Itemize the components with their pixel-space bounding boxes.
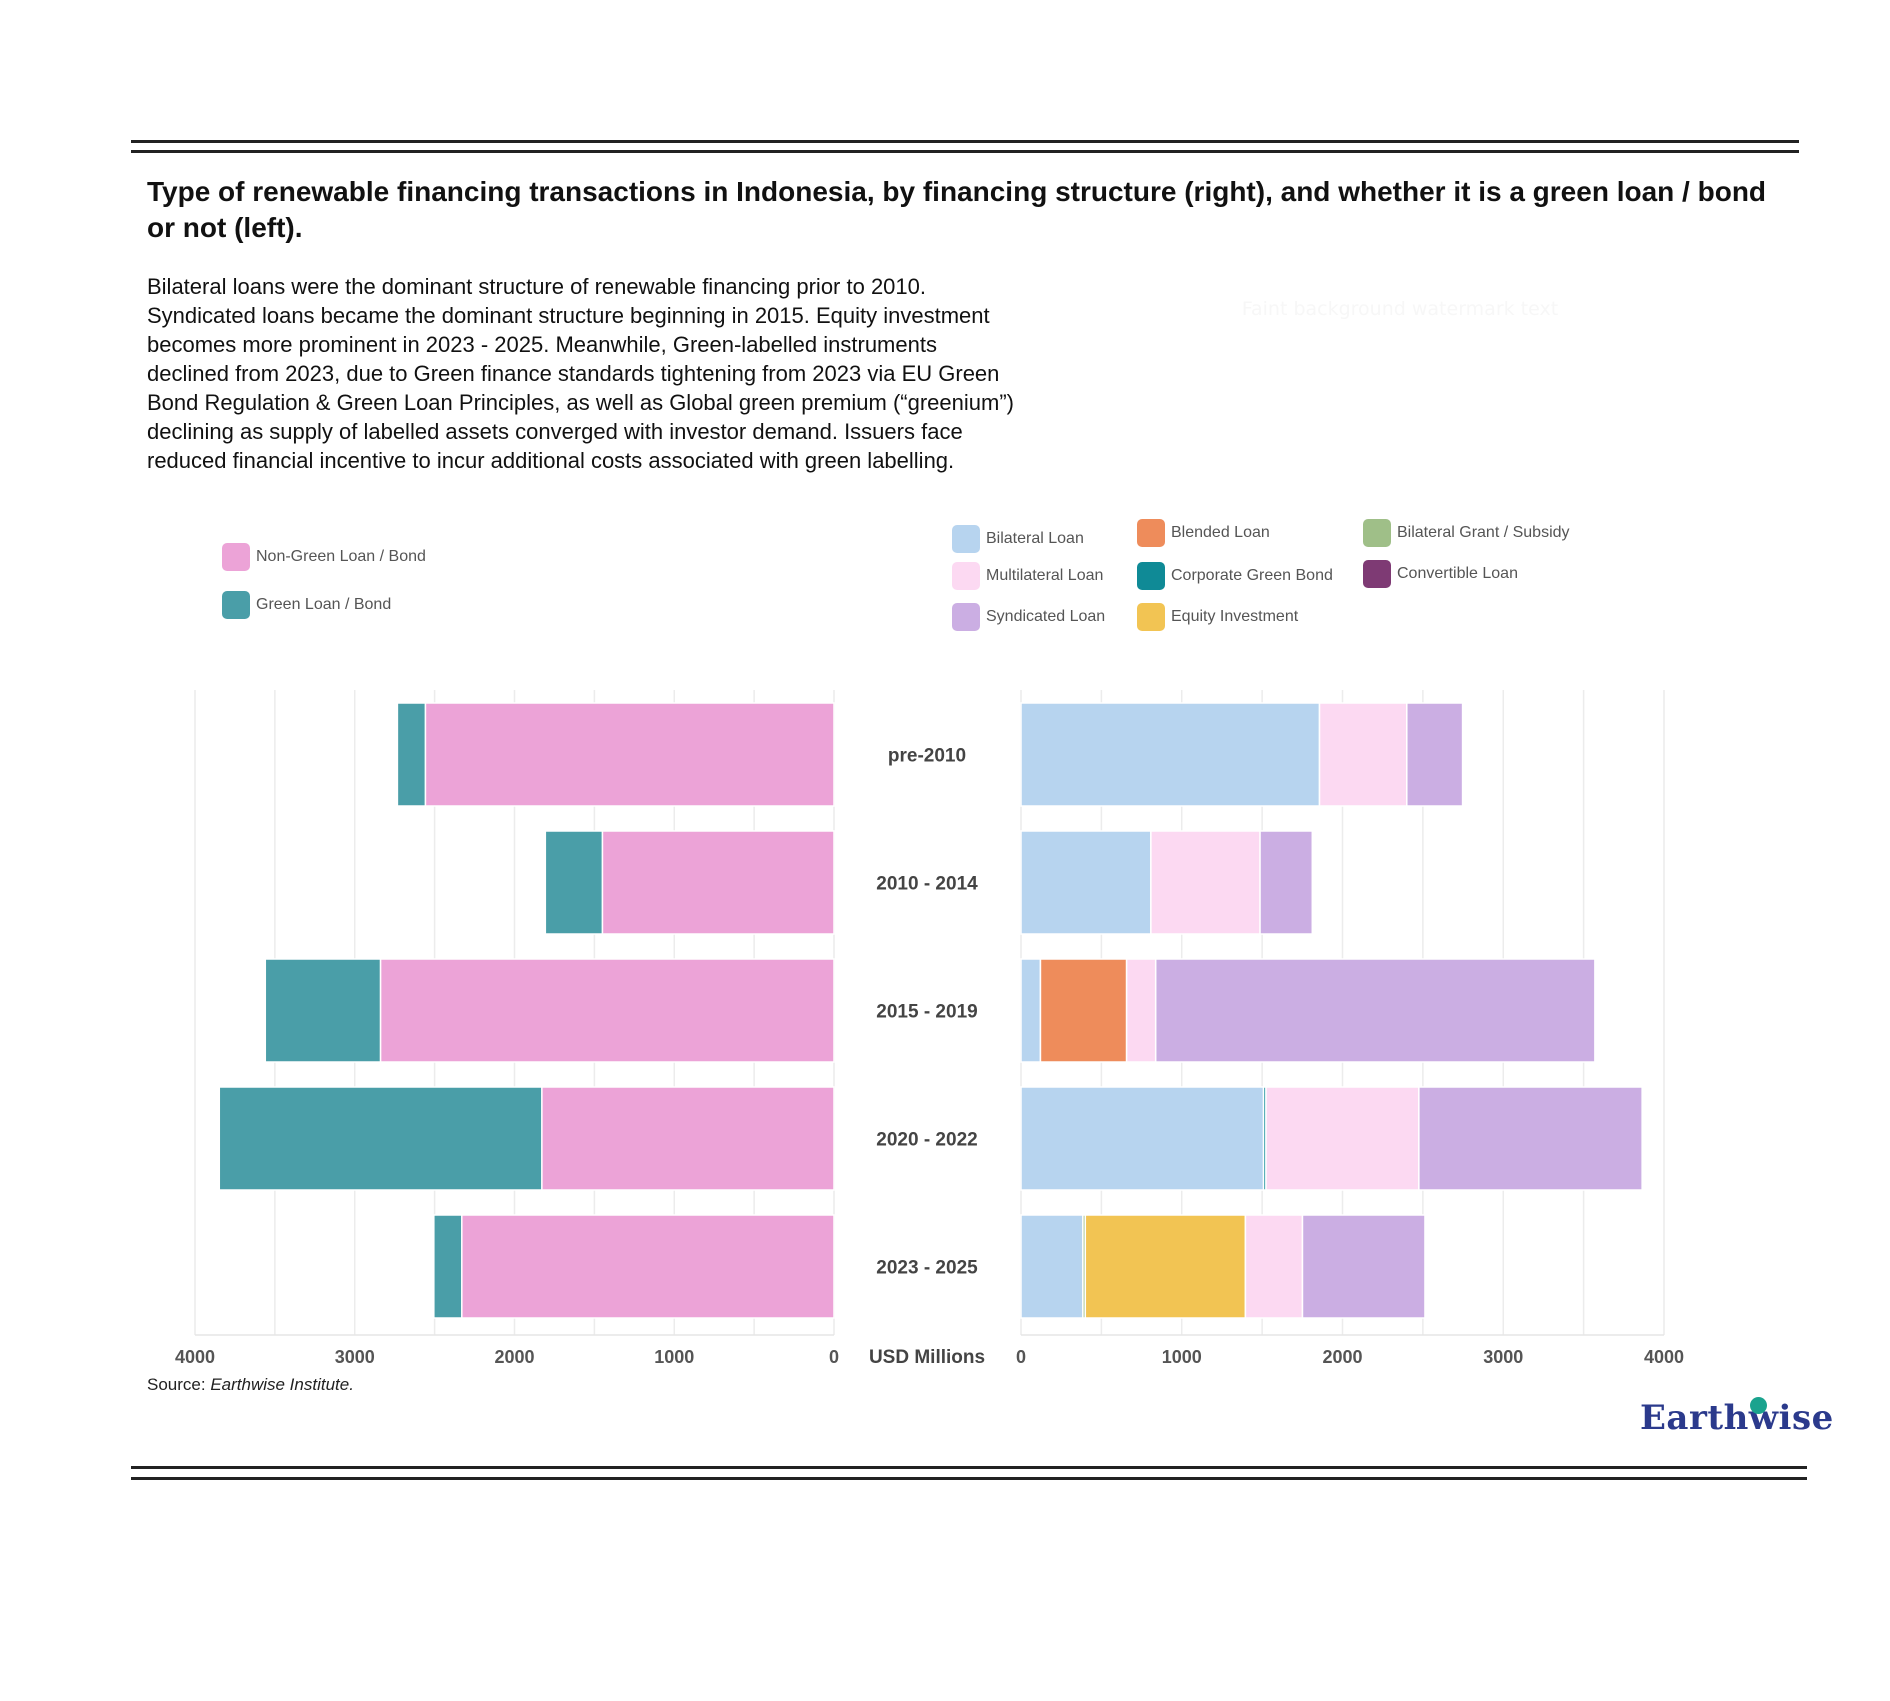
legend-label: Bilateral Grant / Subsidy xyxy=(1397,524,1570,541)
bar-right-multilateral-loan xyxy=(1150,830,1261,935)
legend-label: Syndicated Loan xyxy=(986,608,1106,625)
source-name: Earthwise Institute. xyxy=(210,1375,354,1394)
logo-dot-icon xyxy=(1750,1397,1767,1414)
tick-label-left: 1000 xyxy=(654,1347,694,1367)
chart-description: Bilateral loans were the dominant struct… xyxy=(147,274,1014,473)
legend-swatch xyxy=(1137,603,1165,631)
legend-item: Syndicated Loan xyxy=(952,603,1105,631)
bar-left-green-loan-bond xyxy=(396,702,427,807)
top-rule-1 xyxy=(131,140,1799,143)
watermark: Faint background watermark text xyxy=(1241,298,1559,320)
legend-item: Green Loan / Bond xyxy=(222,591,391,619)
legend-label: Blended Loan xyxy=(1171,524,1270,541)
tick-label-left: 3000 xyxy=(335,1347,375,1367)
legend-label: Green Loan / Bond xyxy=(256,596,392,613)
legend-label: Corporate Green Bond xyxy=(1171,567,1333,584)
bar-right-syndicated-loan xyxy=(1259,830,1314,935)
bottom-rule-2 xyxy=(131,1477,1807,1480)
legend-item: Convertible Loan xyxy=(1363,560,1518,588)
bar-left-non-green-loan-bond xyxy=(379,958,835,1063)
tick-label-right: 3000 xyxy=(1483,1347,1523,1367)
category-label: 2015 - 2019 xyxy=(876,1002,977,1023)
bar-left-green-loan-bond xyxy=(218,1086,543,1191)
category-label: pre-2010 xyxy=(888,746,966,767)
tick-label-left: 4000 xyxy=(175,1347,215,1367)
legend-label: Equity Investment xyxy=(1171,608,1299,625)
legend-swatch xyxy=(952,603,980,631)
bar-right-bilateral-loan xyxy=(1020,958,1042,1063)
legend-item: Blended Loan xyxy=(1137,519,1270,547)
legend-swatch xyxy=(952,525,980,553)
bar-left-non-green-loan-bond xyxy=(541,1086,835,1191)
bar-right-syndicated-loan xyxy=(1301,1214,1426,1319)
bar-left-non-green-loan-bond xyxy=(424,702,835,807)
top-rule-2 xyxy=(131,150,1799,153)
bar-right-equity-investment xyxy=(1084,1214,1247,1319)
legend-swatch xyxy=(1137,562,1165,590)
tick-label-right: 1000 xyxy=(1162,1347,1202,1367)
bar-left-green-loan-bond xyxy=(264,958,382,1063)
bar-right-corporate-green-bond xyxy=(1262,1086,1267,1191)
tick-label-right: 2000 xyxy=(1322,1347,1362,1367)
category-label: 2020 - 2022 xyxy=(876,1130,977,1151)
legend-item: Bilateral Grant / Subsidy xyxy=(1363,519,1570,547)
bar-left-green-loan-bond xyxy=(433,1214,463,1319)
bar-right-blended-loan xyxy=(1039,958,1128,1063)
legend-label: Multilateral Loan xyxy=(986,567,1104,584)
source-note: Source: Earthwise Institute. xyxy=(147,1375,354,1395)
legend-swatch xyxy=(222,543,250,571)
earthwise-logo: Earthwise xyxy=(1640,1398,1834,1438)
legend-label: Bilateral Loan xyxy=(986,530,1084,547)
source-prefix: Source: xyxy=(147,1375,211,1394)
legend-swatch xyxy=(952,562,980,590)
bar-left-non-green-loan-bond xyxy=(601,830,835,935)
legend-swatch xyxy=(1363,560,1391,588)
legend-swatch xyxy=(1137,519,1165,547)
tick-label-left: 2000 xyxy=(494,1347,534,1367)
tick-label-right: 0 xyxy=(1016,1347,1026,1367)
bar-left-green-loan-bond xyxy=(544,830,604,935)
bar-left-non-green-loan-bond xyxy=(461,1214,835,1319)
legend-item: Multilateral Loan xyxy=(952,562,1103,590)
category-label: 2010 - 2014 xyxy=(876,874,978,895)
bar-right-multilateral-loan xyxy=(1125,958,1157,1063)
bar-right-multilateral-loan xyxy=(1244,1214,1304,1319)
legend-item: Corporate Green Bond xyxy=(1137,562,1333,590)
legend-label: Non-Green Loan / Bond xyxy=(256,548,426,565)
bottom-rule-1 xyxy=(131,1466,1807,1469)
legend-swatch xyxy=(222,591,250,619)
legend-swatch xyxy=(1363,519,1391,547)
tick-label-left: 0 xyxy=(829,1347,839,1367)
bar-right-bilateral-loan xyxy=(1020,830,1152,935)
bar-right-syndicated-loan xyxy=(1406,702,1464,807)
tick-label-right: 4000 xyxy=(1644,1347,1684,1367)
category-label: 2023 - 2025 xyxy=(876,1258,978,1279)
bar-right-multilateral-loan xyxy=(1318,702,1408,807)
legend-label: Convertible Loan xyxy=(1397,565,1518,582)
legend-item: Bilateral Loan xyxy=(952,525,1084,553)
bar-right-syndicated-loan xyxy=(1418,1086,1643,1191)
bar-right-multilateral-loan xyxy=(1265,1086,1420,1191)
bar-right-bilateral-loan xyxy=(1020,1214,1084,1319)
axis-unit-label: USD Millions xyxy=(869,1347,985,1368)
legend-item: Equity Investment xyxy=(1137,603,1298,631)
legend-item: Non-Green Loan / Bond xyxy=(222,543,426,571)
bar-right-bilateral-loan xyxy=(1020,1086,1265,1191)
bar-right-bilateral-loan xyxy=(1020,702,1321,807)
bar-right-syndicated-loan xyxy=(1154,958,1596,1063)
bar-right-bilateral-grant-subsidy xyxy=(1082,1214,1087,1319)
chart-title: Type of renewable financing transactions… xyxy=(147,176,1767,243)
